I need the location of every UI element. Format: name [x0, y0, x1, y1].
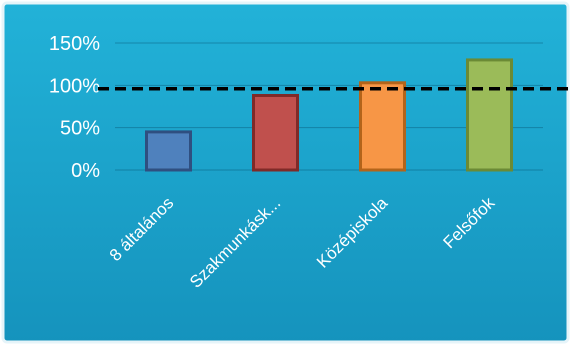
y-tick-label: 100% [49, 75, 100, 97]
bar-4 [466, 58, 513, 172]
y-tick-label: 150% [49, 33, 100, 55]
bar-2 [252, 93, 299, 172]
y-tick-label: 0% [71, 160, 100, 182]
bars [145, 58, 513, 172]
bar-3 [359, 81, 406, 172]
y-axis: 0% 50% 100% 150% [49, 33, 100, 182]
bar-1 [145, 130, 192, 172]
y-tick-label: 50% [60, 118, 100, 140]
